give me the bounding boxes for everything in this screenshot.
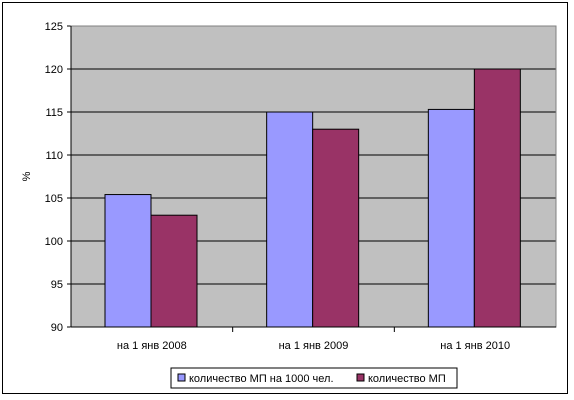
y-tick-label: 110 bbox=[45, 150, 63, 162]
bar-2-1 bbox=[150, 214, 198, 328]
legend-label-1: количество МП на 1000 чел. bbox=[189, 373, 334, 385]
y-tick-label: 115 bbox=[45, 107, 63, 119]
plot-area: 90 95 100 105 110 115 120 125 на 1 янв 2008 на 1 … bbox=[45, 21, 557, 352]
x-tick-label: на 1 янв 2008 bbox=[117, 340, 187, 352]
x-tick-label: на 1 янв 2010 bbox=[440, 340, 510, 352]
x-tick-label: на 1 янв 2009 bbox=[279, 340, 349, 352]
legend-swatch-1 bbox=[177, 373, 186, 382]
y-tick-label: 90 bbox=[51, 322, 63, 334]
y-tick-label: 100 bbox=[45, 236, 63, 248]
bar-1-1 bbox=[104, 194, 152, 328]
bar-1-3 bbox=[427, 108, 475, 328]
legend-label-2: количество МП bbox=[368, 373, 446, 385]
legend-box bbox=[170, 367, 458, 389]
legend: количество МП на 1000 чел. количество МП bbox=[170, 367, 458, 389]
y-tick-label: 120 bbox=[45, 64, 63, 76]
bar-2-2 bbox=[312, 128, 360, 328]
bar-2-3 bbox=[473, 68, 521, 328]
y-axis-label: % bbox=[21, 171, 33, 181]
y-tick-label: 105 bbox=[45, 193, 63, 205]
bar-1-2 bbox=[266, 111, 314, 328]
legend-swatch-2 bbox=[356, 373, 365, 382]
y-tick-label: 125 bbox=[45, 21, 63, 33]
y-tick-label: 95 bbox=[51, 279, 63, 291]
